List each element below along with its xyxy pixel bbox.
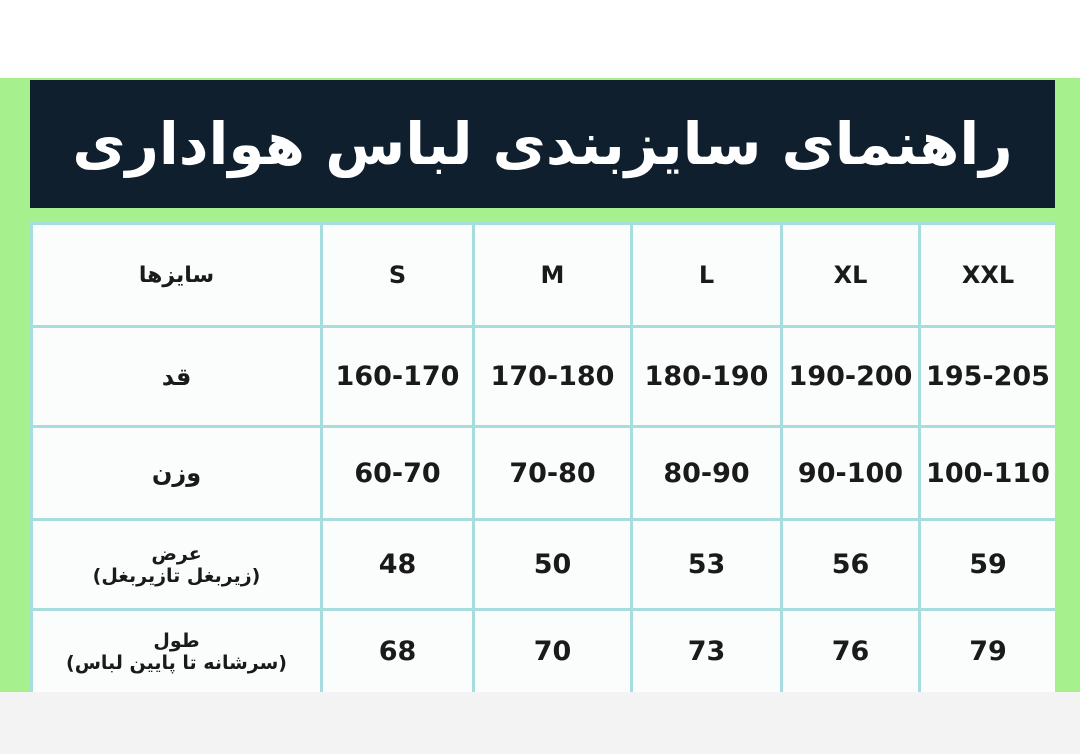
cell-value: 79 [969,636,1007,667]
cell-value: 60-70 [354,457,441,489]
column-header: S [388,261,407,289]
row-label: (سرشانه تا پایین لباس) [66,651,287,674]
header-cell: S [323,225,472,325]
value-cell: 70 [475,611,630,692]
row-label: (زیربغل تازیربغل) [92,564,261,587]
value-cell: 79 [921,611,1055,692]
cell-value: 170-180 [490,361,615,392]
label-cell: طول (سرشانه تا پایین لباس) [33,611,320,692]
column-header: XXL [961,261,1015,289]
value-cell: 180-190 [633,328,780,425]
column-header: M [540,261,565,289]
value-cell: 100-110 [921,428,1055,518]
value-cell: 59 [921,521,1055,608]
column-header: L [698,261,715,289]
value-cell: 90-100 [783,428,918,518]
row-label: قد [161,362,192,391]
cell-value: 73 [687,636,726,667]
header-cell: XL [783,225,918,325]
header-cell: XXL [921,225,1055,325]
column-header: XL [833,261,868,289]
cell-value: 70 [533,636,572,667]
cell-value: 68 [378,636,417,667]
value-cell: 70-80 [475,428,630,518]
cell-value: 180-190 [644,361,769,392]
header-cell: L [633,225,780,325]
column-header: سایزها [138,262,215,288]
cell-value: 76 [831,636,870,667]
header-cell: M [475,225,630,325]
value-cell: 68 [323,611,472,692]
value-cell: 56 [783,521,918,608]
title-banner: راهنمای سایزبندی لباس هواداری [30,80,1055,208]
cell-value: 160-170 [335,361,460,392]
cell-value: 48 [378,549,417,580]
cell-value: 80-90 [663,457,750,489]
value-cell: 170-180 [475,328,630,425]
cell-value: 195-205 [926,361,1050,392]
top-bar [0,0,1080,78]
value-cell: 80-90 [633,428,780,518]
title: راهنمای سایزبندی لباس هواداری [72,110,1013,178]
value-cell: 195-205 [921,328,1055,425]
cell-value: 53 [687,549,726,580]
cell-value: 59 [969,549,1007,580]
cell-value: 90-100 [797,457,904,489]
header-cell: سایزها [33,225,320,325]
value-cell: 76 [783,611,918,692]
cell-value: 190-200 [788,361,913,392]
row-label: طول [153,629,200,652]
row-label: وزن [151,459,202,487]
cell-value: 70-80 [509,457,596,489]
value-cell: 53 [633,521,780,608]
label-cell: عرض (زیربغل تازیربغل) [33,521,320,608]
label-cell: قد [33,328,320,425]
label-cell: وزن [33,428,320,518]
cell-value: 50 [533,549,572,580]
cell-value: 56 [831,549,870,580]
size-table: سایزها S M L XL XXL قد 160-170 170-180 180-190 190… [30,222,1055,692]
value-cell: 160-170 [323,328,472,425]
cell-value: 100-110 [926,457,1050,489]
value-cell: 60-70 [323,428,472,518]
value-cell: 73 [633,611,780,692]
value-cell: 48 [323,521,472,608]
value-cell: 50 [475,521,630,608]
row-label: عرض [151,542,202,565]
value-cell: 190-200 [783,328,918,425]
